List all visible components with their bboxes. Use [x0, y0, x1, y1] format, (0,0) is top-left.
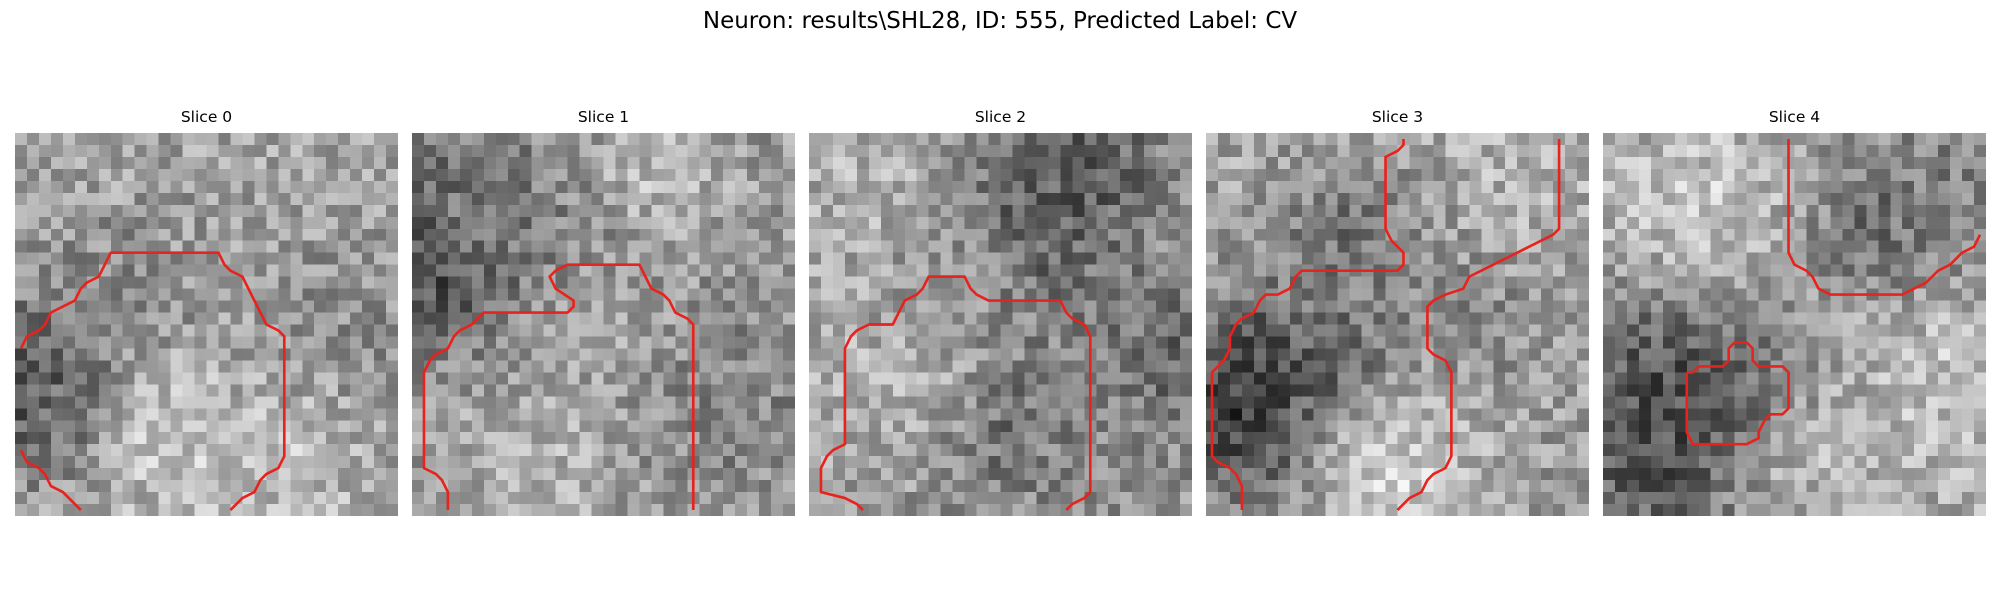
slice-title-2: Slice 2 — [974, 108, 1027, 126]
pixel-grid — [809, 133, 1192, 516]
slice-image-2 — [809, 133, 1192, 516]
slice-title-1: Slice 1 — [577, 108, 630, 126]
pixel-grid — [1206, 133, 1589, 516]
contour-line-0 — [19, 251, 286, 511]
slice-panel-3: Slice 3 — [1206, 107, 1589, 516]
contour-line-0 — [1787, 138, 1982, 296]
slice-panel-0: Slice 0 — [15, 107, 398, 516]
slice-title-3: Slice 3 — [1371, 108, 1424, 126]
pixel-grid — [1603, 133, 1986, 516]
slice-image-4 — [1603, 133, 1986, 516]
slice-image-3 — [1206, 133, 1589, 516]
contour-line-0 — [1210, 138, 1405, 511]
figure-title: Neuron: results\SHL28, ID: 555, Predicte… — [702, 8, 1298, 34]
slice-title-4: Slice 4 — [1768, 108, 1821, 126]
slice-panel-2: Slice 2 — [809, 107, 1192, 516]
slice-panel-1: Slice 1 — [412, 107, 795, 516]
slice-image-0 — [15, 133, 398, 516]
contour-line-1 — [1396, 138, 1561, 511]
contour-line-1 — [19, 449, 82, 511]
slice-image-1 — [412, 133, 795, 516]
pixel-grid — [15, 133, 398, 516]
contour-line-0 — [819, 275, 1092, 511]
slice-panel-4: Slice 4 — [1603, 107, 1986, 516]
contour-line-0 — [422, 263, 695, 511]
pixel-grid — [412, 133, 795, 516]
slice-title-0: Slice 0 — [180, 108, 233, 126]
contour-line-1 — [1685, 341, 1790, 446]
